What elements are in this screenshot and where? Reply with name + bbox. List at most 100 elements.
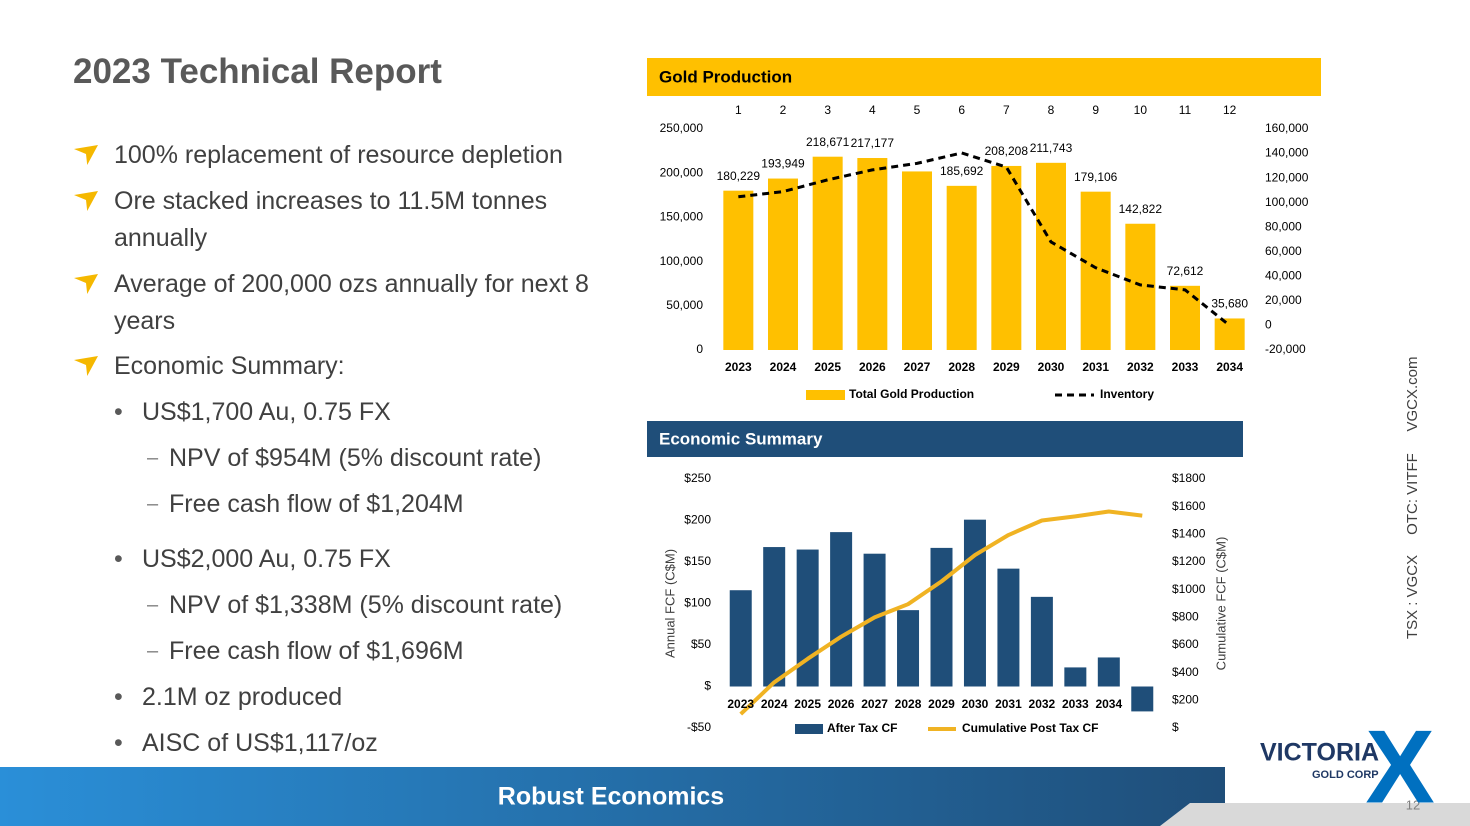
data-label: 180,229 bbox=[717, 169, 761, 183]
y-tick-label: 250,000 bbox=[660, 121, 704, 135]
bar bbox=[946, 185, 977, 350]
line bbox=[739, 509, 1143, 716]
legend-label: Cumulative Post Tax CF bbox=[962, 721, 1098, 735]
page-number: 12 bbox=[1406, 797, 1420, 812]
bar bbox=[991, 165, 1022, 350]
top-label: 9 bbox=[1092, 103, 1099, 117]
bullet-list: 100% replacement of resource depletion Or… bbox=[0, 0, 640, 770]
chart-title: Economic Summary bbox=[659, 429, 823, 448]
x-tick-label: 2023 bbox=[727, 697, 754, 711]
y2-tick-label: $1200 bbox=[1172, 554, 1206, 568]
y-tick-label: $200 bbox=[684, 513, 711, 527]
y-tick-label: $ bbox=[704, 679, 711, 693]
data-label: 142,822 bbox=[1119, 202, 1163, 216]
bullet: Economic Summary: bbox=[114, 348, 634, 385]
top-label: 6 bbox=[958, 103, 965, 117]
bar bbox=[1131, 686, 1154, 712]
x-tick-label: 2028 bbox=[948, 360, 975, 374]
data-label: 185,692 bbox=[940, 164, 984, 178]
legend-swatch bbox=[806, 390, 845, 400]
y2-tick-label: $1800 bbox=[1172, 471, 1206, 485]
bar bbox=[812, 156, 843, 350]
top-label: 4 bbox=[869, 103, 876, 117]
data-label: 211,743 bbox=[1030, 141, 1073, 155]
logo-name: VICTORIA bbox=[1260, 739, 1379, 767]
x-tick-label: 2029 bbox=[993, 360, 1020, 374]
x-tick-label: 2026 bbox=[828, 697, 855, 711]
legend-label: After Tax CF bbox=[827, 721, 897, 735]
x-tick-label: 2033 bbox=[1062, 697, 1089, 711]
y-tick-label: $50 bbox=[691, 637, 711, 651]
bar bbox=[1064, 667, 1087, 687]
data-label: 179,106 bbox=[1074, 170, 1118, 184]
bar bbox=[897, 610, 920, 687]
x-tick-label: 2031 bbox=[1082, 360, 1109, 374]
x-tick-label: 2034 bbox=[1095, 697, 1122, 711]
x-tick-label: 2029 bbox=[928, 697, 955, 711]
top-label: 12 bbox=[1223, 103, 1237, 117]
y2-tick-label: $1400 bbox=[1172, 527, 1206, 541]
bullet: Average of 200,000 ozs annually for next… bbox=[114, 266, 634, 340]
y2-tick-label: 140,000 bbox=[1265, 146, 1309, 160]
data-label: 35,680 bbox=[1211, 297, 1248, 311]
y2-tick-label: 160,000 bbox=[1265, 121, 1309, 135]
bar bbox=[768, 178, 798, 350]
bar bbox=[963, 519, 986, 687]
x-tick-label: 2025 bbox=[794, 697, 821, 711]
side-text: TSX : VGCX bbox=[1404, 555, 1421, 639]
top-label: 2 bbox=[780, 103, 787, 117]
y-axis-title: Annual FCF (C$M) bbox=[662, 549, 677, 658]
y2-tick-label: $800 bbox=[1172, 610, 1199, 624]
line bbox=[738, 151, 1231, 327]
y2-tick-label: 100,000 bbox=[1265, 195, 1309, 209]
logo-sub: GOLD CORP bbox=[1312, 769, 1379, 781]
bar bbox=[729, 590, 752, 687]
y-tick-label: -$50 bbox=[687, 720, 711, 734]
chart-header bbox=[647, 58, 1321, 96]
bullet: Free cash flow of $1,696M bbox=[147, 633, 629, 670]
y2-tick-label: 120,000 bbox=[1265, 170, 1309, 184]
bar bbox=[1030, 596, 1053, 687]
bar bbox=[763, 547, 786, 687]
bar bbox=[863, 553, 886, 687]
page-curl bbox=[1160, 803, 1470, 826]
bar bbox=[1214, 318, 1245, 350]
data-label: 208,208 bbox=[985, 144, 1029, 158]
chart-title: Gold Production bbox=[659, 67, 792, 86]
bar bbox=[902, 171, 932, 350]
x-tick-label: 2025 bbox=[814, 360, 841, 374]
x-tick-label: 2024 bbox=[761, 697, 788, 711]
bar bbox=[1170, 285, 1200, 350]
y2-tick-label: $400 bbox=[1172, 665, 1199, 679]
y2-axis-title: Cumulative FCF (C$M) bbox=[1213, 537, 1228, 671]
bullet: 100% replacement of resource depletion bbox=[114, 137, 634, 174]
y-tick-label: $100 bbox=[684, 596, 711, 610]
bar bbox=[857, 158, 888, 350]
logo-mark: X bbox=[1365, 709, 1434, 825]
y-tick-label: $150 bbox=[684, 554, 711, 568]
bullet: NPV of $1,338M (5% discount rate) bbox=[147, 587, 629, 624]
bar bbox=[796, 549, 819, 687]
bar bbox=[1036, 162, 1066, 350]
footer-text: Robust Economics bbox=[498, 783, 724, 811]
y2-tick-label: 0 bbox=[1265, 318, 1272, 332]
x-tick-label: 2027 bbox=[861, 697, 888, 711]
legend-label: Inventory bbox=[1100, 387, 1154, 401]
side-text: OTC: VITFF bbox=[1404, 453, 1421, 535]
x-tick-label: 2024 bbox=[770, 360, 797, 374]
chart-header bbox=[647, 421, 1243, 457]
data-label: 218,671 bbox=[806, 135, 850, 149]
y-tick-label: 0 bbox=[696, 342, 703, 356]
y2-tick-label: 40,000 bbox=[1265, 269, 1302, 283]
y2-tick-label: $ bbox=[1172, 720, 1179, 734]
data-label: 217,177 bbox=[851, 136, 895, 150]
y2-tick-label: 80,000 bbox=[1265, 219, 1302, 233]
bar bbox=[1097, 657, 1120, 687]
bar bbox=[997, 568, 1020, 687]
top-label: 1 bbox=[735, 103, 742, 117]
bullet: 2.1M oz produced bbox=[114, 679, 622, 716]
bullet: Free cash flow of $1,204M bbox=[147, 486, 629, 523]
x-tick-label: 2023 bbox=[725, 360, 752, 374]
